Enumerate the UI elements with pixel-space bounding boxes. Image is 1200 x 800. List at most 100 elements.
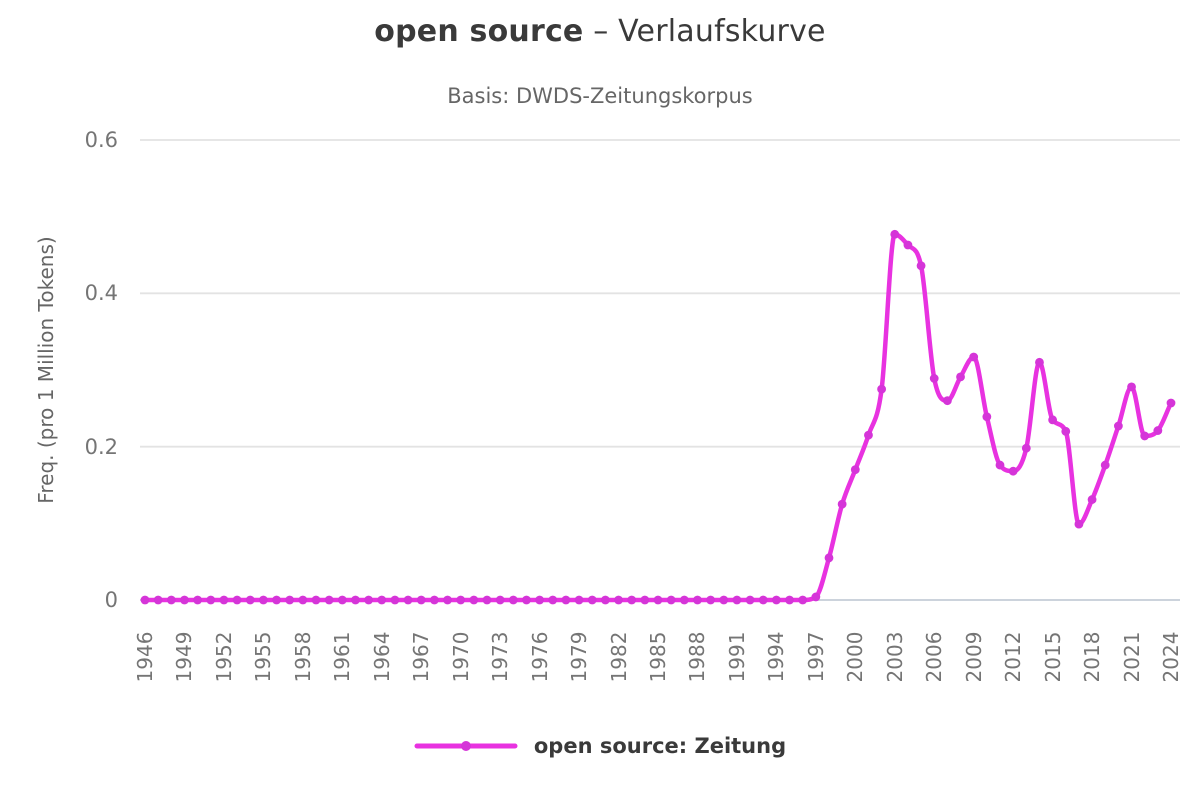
data-point[interactable] [798,595,808,605]
data-point[interactable] [298,595,308,605]
data-point[interactable] [469,595,479,605]
data-point[interactable] [337,595,347,605]
data-point[interactable] [522,595,531,605]
data-point[interactable] [311,595,321,605]
data-point[interactable] [653,595,663,605]
data-point[interactable] [535,595,545,605]
data-point[interactable] [811,592,821,602]
data-point[interactable] [587,595,597,605]
x-tick-label: 1988 [685,631,710,683]
data-point[interactable] [929,374,939,383]
data-point[interactable] [574,595,584,605]
data-point[interactable] [916,261,926,271]
x-tick-label: 2021 [1119,631,1144,683]
x-tick-label: 1955 [251,631,276,683]
data-point[interactable] [679,595,689,605]
data-point[interactable] [548,595,558,605]
data-point[interactable] [180,595,189,605]
y-tick-label: 0 [104,588,118,612]
y-tick-label: 0.4 [84,281,118,306]
data-point[interactable] [1035,357,1044,367]
data-point[interactable] [627,595,637,605]
data-point[interactable] [206,595,216,605]
data-point[interactable] [1061,426,1071,436]
chart-title-rest: – Verlaufskurve [583,14,826,49]
data-point[interactable] [850,465,860,475]
data-point[interactable] [245,595,255,605]
x-tick-label: 1967 [409,631,434,683]
data-point[interactable] [193,595,203,605]
data-point[interactable] [758,595,768,605]
data-point[interactable] [1048,415,1058,425]
x-tick-label: 1961 [330,631,355,683]
x-tick-label: 2000 [843,631,868,683]
series-line [142,232,1174,603]
data-point[interactable] [377,595,387,605]
data-point[interactable] [890,229,900,239]
data-point[interactable] [285,595,295,605]
data-point[interactable] [390,595,400,605]
legend-label: open source: Zeitung [533,734,787,758]
data-point[interactable] [640,595,650,605]
x-tick-label: 2006 [922,631,947,683]
legend[interactable]: open source: Zeitung [0,728,1200,764]
data-point[interactable] [351,595,360,605]
data-point[interactable] [942,396,952,406]
data-point[interactable] [258,595,268,605]
data-point[interactable] [982,412,992,422]
data-point[interactable] [1140,431,1150,441]
data-point[interactable] [232,595,242,605]
data-point[interactable] [969,352,979,362]
data-point[interactable] [140,595,150,605]
data-point[interactable] [416,595,426,605]
data-point[interactable] [719,595,729,605]
data-point[interactable] [1113,421,1123,431]
data-point[interactable] [166,595,176,605]
data-point[interactable] [1153,426,1163,435]
data-point[interactable] [614,595,623,605]
data-point[interactable] [364,595,374,605]
data-point[interactable] [877,384,887,394]
data-point[interactable] [272,595,281,605]
x-tick-label: 1946 [133,631,157,683]
x-tick-label: 1970 [448,631,473,683]
data-point[interactable] [771,595,781,605]
data-point[interactable] [443,595,452,605]
data-point[interactable] [824,553,834,563]
data-point[interactable] [706,595,716,605]
chart-title: open source – Verlaufskurve [0,14,1200,49]
data-point[interactable] [864,430,873,440]
data-point[interactable] [693,595,702,605]
data-point[interactable] [995,460,1005,470]
data-point[interactable] [1166,398,1176,408]
data-point[interactable] [956,372,965,382]
data-point[interactable] [153,595,163,605]
x-tick-label: 1994 [764,631,789,683]
data-point[interactable] [732,595,742,605]
data-point[interactable] [561,595,571,605]
data-point[interactable] [508,595,518,605]
data-point[interactable] [600,595,610,605]
data-point[interactable] [482,595,492,605]
data-point[interactable] [903,240,913,250]
data-point[interactable] [219,595,229,605]
data-point[interactable] [1127,382,1136,392]
data-point[interactable] [1008,466,1018,476]
data-point[interactable] [837,499,847,509]
data-point[interactable] [324,595,334,605]
data-point[interactable] [745,595,755,605]
data-point[interactable] [1021,443,1031,453]
data-point[interactable] [495,595,505,605]
data-point[interactable] [456,595,466,605]
data-point[interactable] [429,595,439,605]
data-point[interactable] [403,595,413,605]
x-tick-label: 1973 [488,631,513,683]
data-point[interactable] [1087,495,1097,504]
data-point[interactable] [785,595,794,605]
x-tick-label: 1985 [646,631,670,683]
x-tick-label: 1982 [606,631,631,683]
data-point[interactable] [666,595,676,605]
x-tick-label: 2009 [961,631,986,683]
data-point[interactable] [1074,519,1084,529]
data-point[interactable] [1100,460,1110,470]
